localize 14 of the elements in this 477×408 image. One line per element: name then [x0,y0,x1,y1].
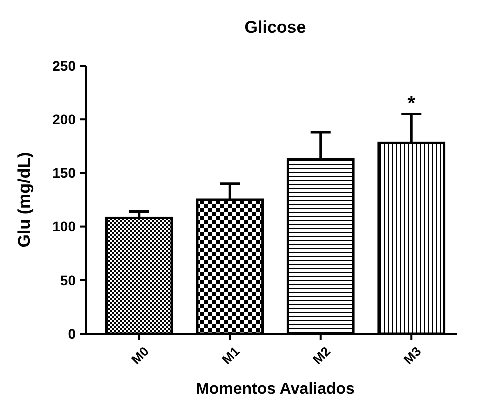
y-tick-label: 50 [60,272,76,288]
chart-title: Glicose [244,18,306,37]
y-tick-label: 100 [52,218,76,235]
x-axis-title: Momentos Avaliados [196,381,356,398]
y-axis-title: Glu (mg/dL) [15,152,34,248]
x-tick-label: M2 [310,344,334,368]
y-tick-label: 150 [52,165,76,182]
x-tick-label: M1 [219,344,243,368]
x-tick-label: M3 [400,344,424,368]
annotation: * [408,93,416,116]
y-tick-label: 200 [52,112,76,128]
x-tick-label: M0 [128,344,152,368]
y-tick-label: 250 [52,58,76,74]
y-tick-label: 0 [68,326,76,342]
